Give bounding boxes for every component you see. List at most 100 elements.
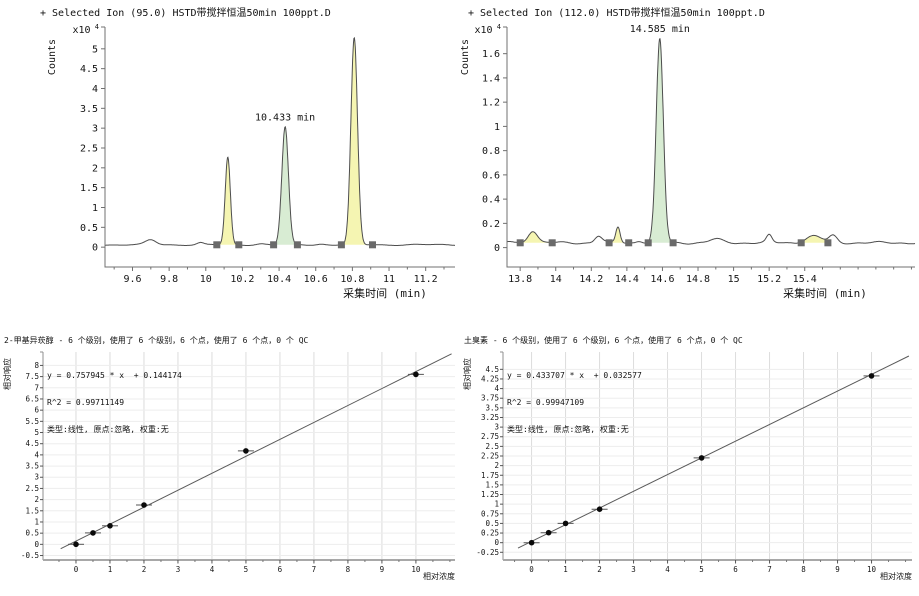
- chromatogram-plot-112[interactable]: 14.585 min 0 0.2 0.4 0.6 0.8 1 1.2 1.4 1.6 13.8 14 1…: [460, 0, 919, 310]
- y-tick-label: 2.75: [481, 432, 499, 441]
- y-tick-label: 4: [494, 384, 499, 393]
- integration-marker[interactable]: [548, 239, 556, 247]
- y-axis-exponent: x10 4: [73, 23, 100, 36]
- y-tick-label: 0.5: [25, 529, 39, 538]
- fit-summary-geosmin: y = 0.433707 * x + 0.032577 R^2 = 0.9994…: [507, 353, 642, 452]
- y-tick-label: 3.5: [485, 403, 499, 412]
- y-tick-label: 3.75: [481, 394, 499, 403]
- fit-r2: R^2 = 0.99711149: [47, 398, 125, 407]
- y-tick-label: 1.75: [481, 471, 499, 480]
- y-tick-label: 1: [494, 500, 499, 509]
- calibration-point[interactable]: [107, 523, 113, 529]
- calibration-point[interactable]: [141, 502, 147, 508]
- x-tick-label: 7: [767, 565, 772, 574]
- y-tick-label: 3.5: [25, 462, 39, 471]
- chromatogram-trace: [105, 36, 455, 246]
- y-axis-label: Counts: [460, 39, 471, 75]
- calibration-point[interactable]: [528, 539, 535, 546]
- integration-marker[interactable]: [797, 239, 805, 247]
- y-tick-label: 1.5: [25, 506, 39, 515]
- calibration-point[interactable]: [545, 529, 552, 536]
- x-tick-label: 8: [346, 565, 351, 574]
- x-tick-label: 14.4: [615, 274, 639, 285]
- x-tick-label: 9: [380, 565, 385, 574]
- integration-marker[interactable]: [213, 241, 221, 249]
- x-tick-label: 10: [411, 565, 421, 574]
- y-tick-label: 1.5: [485, 480, 499, 489]
- x-tick-label: 9.6: [123, 274, 141, 285]
- y-axis-exponent: x10 4: [475, 23, 502, 36]
- y-tick-label: 5: [34, 428, 39, 437]
- y-tick-label: 0.5: [80, 223, 98, 234]
- y-tick-label: 0.8: [482, 146, 500, 157]
- calibration-point[interactable]: [562, 520, 569, 527]
- integration-marker[interactable]: [605, 239, 613, 247]
- y-tick-label: 4: [34, 450, 39, 459]
- integration-marker[interactable]: [270, 241, 278, 249]
- x-tick-label: 2: [597, 565, 602, 574]
- fit-equation: y = 0.757945 * x + 0.144174: [47, 371, 182, 380]
- calibration-panel-2mib: -0.5 0 0.5 1 1.5 2 2.5 3 3.5 4 4.5 5 5.5 6 6.5 7 7.5 8 0 1 2…: [0, 330, 460, 596]
- y-tick-label: 1: [494, 122, 500, 133]
- integration-marker[interactable]: [824, 239, 832, 247]
- calibration-point[interactable]: [698, 455, 705, 461]
- x-axis-label: 相对浓度: [880, 571, 912, 581]
- calibration-title-geosmin: 土臭素 - 6 个级别，使用了 6 个级别，6 个点，使用了 6 个点，0 个 …: [464, 336, 743, 345]
- y-tick-label: 4.5: [80, 64, 98, 75]
- peak-fill: [273, 126, 298, 245]
- x-tick-label: 10: [200, 274, 212, 285]
- integration-marker[interactable]: [644, 239, 652, 247]
- x-tick-label: 10.2: [230, 274, 254, 285]
- integration-marker[interactable]: [669, 239, 677, 247]
- peak-fill: [520, 231, 553, 243]
- fit-summary-2mib: y = 0.757945 * x + 0.144174 R^2 = 0.9971…: [47, 353, 182, 452]
- x-tick-label: 13.8: [508, 274, 532, 285]
- x-tick-label: 15.4: [793, 274, 817, 285]
- x-tick-label: 2: [142, 565, 147, 574]
- x-tick-label: 1: [563, 565, 568, 574]
- y-tick-label: 3: [34, 473, 39, 482]
- calibration-plot-geosmin[interactable]: -0.2500.250.50.7511.251.51.7522.252.52.7…: [460, 330, 919, 596]
- x-tick-label: 10.8: [340, 274, 364, 285]
- y-tick-label: 2.5: [25, 484, 39, 493]
- x-axis-label: 相对浓度: [423, 571, 455, 581]
- y-tick-label: 1.25: [481, 490, 499, 499]
- y-tick-label: 0.6: [482, 170, 500, 181]
- y-tick-label: 6: [34, 406, 39, 415]
- y-tick-label: 7: [34, 383, 39, 392]
- calibration-point[interactable]: [596, 506, 603, 512]
- y-tick-label: 2: [494, 461, 499, 470]
- x-tick-label: 6: [733, 565, 738, 574]
- y-tick-label: 0.5: [485, 519, 499, 528]
- axes: [104, 27, 455, 268]
- calibration-point[interactable]: [243, 448, 249, 454]
- y-tick-label: 4.5: [25, 439, 39, 448]
- integration-marker[interactable]: [625, 239, 633, 247]
- integration-marker[interactable]: [337, 241, 345, 249]
- calibration-point[interactable]: [90, 530, 96, 536]
- integration-marker[interactable]: [235, 241, 243, 249]
- x-tick-label: 15: [728, 274, 740, 285]
- x-tick-label: 1: [108, 565, 113, 574]
- peak-rt-label: 14.585 min: [630, 24, 690, 35]
- chromatogram-panel-95: 10.433 min 0 0.5 1 1.5 2 2.5 3 3.5 4 4.5 5 9.6 9.8 10 1…: [0, 0, 460, 310]
- calibration-point[interactable]: [413, 371, 419, 378]
- integration-marker[interactable]: [516, 239, 524, 247]
- integration-marker[interactable]: [369, 241, 376, 249]
- chromatogram-panel-112: 14.585 min 0 0.2 0.4 0.6 0.8 1 1.2 1.4 1.6 13.8 14 1…: [460, 0, 919, 310]
- x-axis-label: 采集时间 (min): [783, 286, 867, 300]
- x-tick-label: 7: [312, 565, 317, 574]
- y-axis-label: Counts: [47, 39, 58, 75]
- calibration-point[interactable]: [868, 373, 875, 379]
- x-tick-label: 5: [244, 565, 249, 574]
- integration-marker[interactable]: [293, 241, 301, 249]
- y-tick-label: 3.25: [481, 413, 499, 422]
- calibration-point[interactable]: [73, 541, 79, 548]
- x-tick-label: 3: [631, 565, 636, 574]
- x-tick-label: 14.6: [650, 274, 674, 285]
- y-tick-label: 0: [92, 243, 98, 254]
- chromatogram-plot-95[interactable]: 10.433 min 0 0.5 1 1.5 2 2.5 3 3.5 4 4.5 5 9.6 9.8 10 1…: [0, 0, 460, 310]
- calibration-plot-2mib[interactable]: -0.5 0 0.5 1 1.5 2 2.5 3 3.5 4 4.5 5 5.5 6 6.5 7 7.5 8 0 1 2…: [0, 330, 460, 596]
- x-tick-label: 14: [550, 274, 562, 285]
